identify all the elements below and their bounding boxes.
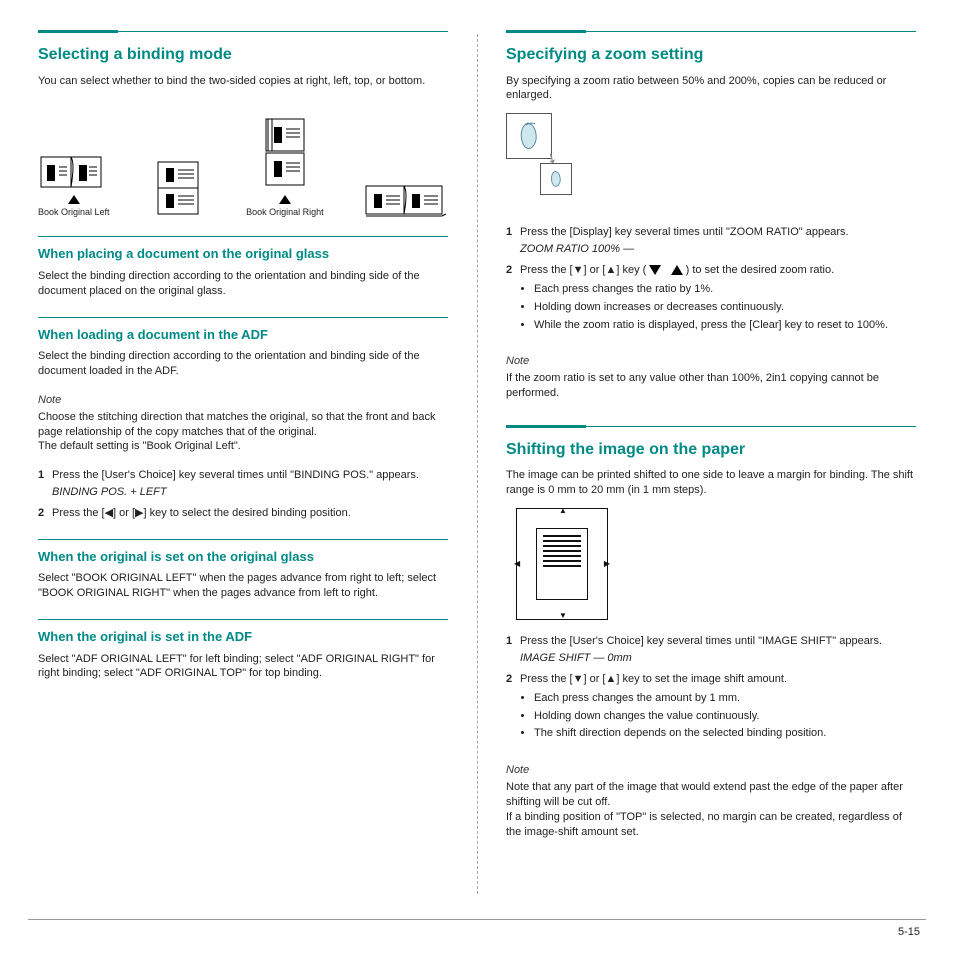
zoom-bullets: Each press changes the ratio by 1%. Hold…	[520, 282, 916, 333]
display-readout: ZOOM RATIO 100% —	[520, 242, 916, 257]
shift-lines-icon	[543, 535, 581, 579]
bullet: The shift direction depends on the selec…	[534, 726, 916, 741]
marker-icon	[279, 195, 291, 204]
note-line: The default setting is "Book Original Le…	[38, 439, 448, 454]
note-line: Note that any part of the image that wou…	[506, 780, 916, 810]
bullet: Each press changes the ratio by 1%.	[534, 282, 916, 297]
note-line: Choose the stitching direction that matc…	[38, 410, 448, 440]
arrow-down-icon: ▼	[559, 611, 567, 622]
shift-bullets: Each press changes the amount by 1 mm. H…	[520, 691, 916, 742]
note-block: Note If the zoom ratio is set to any val…	[506, 354, 916, 401]
body-glass: Select the binding direction according t…	[38, 269, 448, 299]
sub-rule	[38, 317, 448, 318]
booklet-icon-notepad: Book Original Right	[246, 117, 324, 218]
shift-step-2: 2 Press the [▼] or [▲] key to set the im…	[506, 672, 916, 749]
zoom-thumb-small	[540, 163, 572, 195]
booklet-label-left: Book Original Left	[38, 206, 110, 218]
booklet-icon-book-left: Book Original Left	[38, 139, 110, 218]
step-number: 1	[38, 468, 52, 500]
note-title: Note	[38, 393, 448, 408]
note-block: Note Choose the stitching direction that…	[38, 393, 448, 454]
booklet-icons-row: Book Original Left	[38, 128, 448, 218]
subheading-adf-set: When the original is set in the ADF	[38, 628, 448, 646]
heading-zoom: Specifying a zoom setting	[506, 44, 916, 66]
heading-binding-mode: Selecting a binding mode	[38, 44, 448, 66]
step-text: Press the [◀] or [▶] key to select the d…	[52, 506, 448, 521]
zoom-step-2: 2 Press the [▼] or [▲] key ( ) to set th…	[506, 263, 916, 340]
note-title: Note	[506, 354, 916, 369]
arrow-up-icon: ▲	[559, 506, 567, 517]
image-shift-diagram: ▲ ▼ ◀ ▶	[516, 508, 608, 620]
subheading-adf: When loading a document in the ADF	[38, 326, 448, 344]
zoom-intro: By specifying a zoom ratio between 50% a…	[506, 74, 916, 104]
step-2: 2 Press the [◀] or [▶] key to select the…	[38, 506, 448, 521]
shift-inner-page	[536, 528, 588, 600]
shift-intro: The image can be printed shifted to one …	[506, 468, 916, 498]
triangle-down-icon	[649, 265, 661, 275]
sub-rule	[38, 539, 448, 540]
step-text-lead: Press the [▼] or [▲] key (	[520, 264, 649, 276]
step-text: Press the [Display] key several times un…	[520, 225, 916, 240]
sub-rule	[38, 619, 448, 620]
zoom-thumb-large	[506, 113, 552, 159]
section-rule	[506, 30, 916, 32]
arrow-right-icon: ▶	[604, 559, 610, 570]
sub-rule	[38, 236, 448, 237]
body-adf: Select the binding direction according t…	[38, 349, 448, 379]
step-number: 1	[506, 225, 520, 257]
note-block: Note Note that any part of the image tha…	[506, 763, 916, 839]
bullet: Each press changes the amount by 1 mm.	[534, 691, 916, 706]
booklet-label-right: Book Original Right	[246, 206, 324, 218]
columns: Selecting a binding mode You can select …	[28, 30, 926, 914]
step-text: Press the [User's Choice] key several ti…	[520, 634, 916, 649]
subheading-glass: When placing a document on the original …	[38, 245, 448, 263]
heading-image-shift: Shifting the image on the paper	[506, 439, 916, 461]
step-number: 2	[506, 263, 520, 340]
body-adf-set: Select "ADF ORIGINAL LEFT" for left bind…	[38, 652, 448, 682]
bullet: Holding down changes the value continuou…	[534, 709, 916, 724]
zoom-step-1: 1 Press the [Display] key several times …	[506, 225, 916, 257]
note-body: If the zoom ratio is set to any value ot…	[506, 371, 916, 401]
step-1: 1 Press the [User's Choice] key several …	[38, 468, 448, 500]
step-text-tail: ) to set the desired zoom ratio.	[686, 264, 835, 276]
display-readout: BINDING POS. + LEFT	[52, 485, 448, 500]
right-column: Specifying a zoom setting By specifying …	[476, 30, 926, 914]
marker-icon	[68, 195, 80, 204]
booklet-icon-book-right	[364, 172, 448, 218]
note-title: Note	[506, 763, 916, 778]
step-number: 1	[506, 634, 520, 666]
body-glass-set: Select "BOOK ORIGINAL LEFT" when the pag…	[38, 571, 448, 601]
subheading-glass-set: When the original is set on the original…	[38, 548, 448, 566]
page-number: 5-15	[898, 925, 920, 940]
step-text: Press the [User's Choice] key several ti…	[52, 468, 448, 483]
display-readout: IMAGE SHIFT — 0mm	[520, 651, 916, 666]
zoom-thumbnails: ➘	[506, 113, 916, 213]
left-column: Selecting a binding mode You can select …	[28, 30, 476, 914]
footer-rule	[28, 919, 926, 920]
triangle-up-icon	[671, 265, 683, 275]
booklet-icon-calendar-top	[150, 158, 206, 218]
step-number: 2	[38, 506, 52, 521]
step-number: 2	[506, 672, 520, 749]
page: 5-15 Selecting a binding mode You can se…	[0, 0, 954, 954]
bullet: Holding down increases or decreases cont…	[534, 300, 916, 315]
arrow-left-icon: ◀	[514, 559, 520, 570]
section-rule	[506, 425, 916, 427]
bullet: While the zoom ratio is displayed, press…	[534, 318, 916, 333]
step-text: Press the [▼] or [▲] key to set the imag…	[520, 672, 916, 687]
intro-text: You can select whether to bind the two-s…	[38, 74, 448, 89]
section-rule	[38, 30, 448, 32]
shift-step-1: 1 Press the [User's Choice] key several …	[506, 634, 916, 666]
note-line: If a binding position of "TOP" is select…	[506, 810, 916, 840]
